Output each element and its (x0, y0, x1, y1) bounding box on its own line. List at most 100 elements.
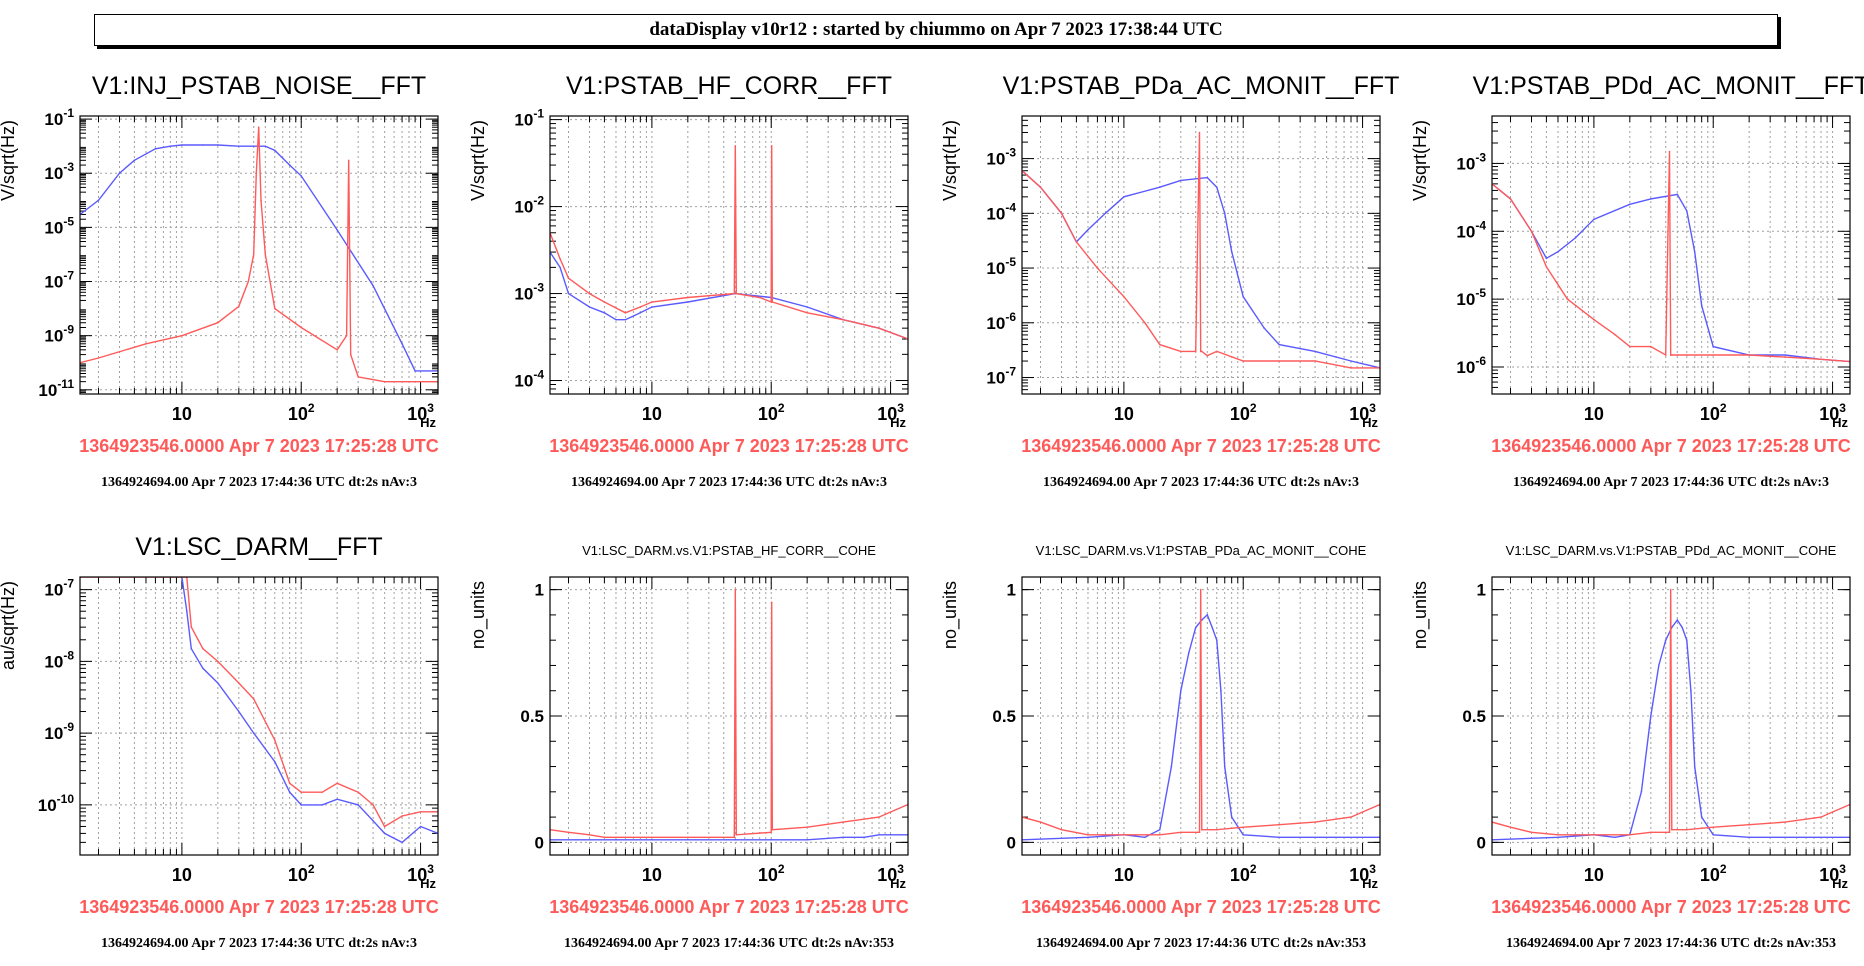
series-point-current (1593, 218, 1595, 221)
plot-frame (1491, 115, 1851, 395)
series-point-reference (1314, 360, 1316, 362)
series-line-reference (550, 145, 908, 340)
series-point-reference (733, 292, 736, 295)
series-point-current (336, 229, 339, 231)
series-point-reference (383, 380, 386, 383)
current-time: 1364924694.00 Apr 7 2023 17:44:36 UTC dt… (101, 475, 417, 490)
series-point-current (1629, 203, 1631, 206)
series-point-reference (288, 782, 291, 785)
plot-panel-4: V1:LSC_DARM__FFT 10-7 10-8 10-9 10-10 10 102 10… (0, 533, 439, 951)
y-tick-label: 0.5 (520, 707, 544, 726)
series-point-current (1681, 626, 1683, 629)
series-point-current (1230, 250, 1233, 253)
series-point-reference (770, 301, 772, 303)
series-point-reference (1039, 186, 1042, 188)
reference-time: 1364923546.0000 Apr 7 2023 17:25:28 UTC (1021, 436, 1381, 456)
x-tick-label: 102 (758, 862, 785, 885)
x-ticks (97, 577, 422, 855)
series-point-current (567, 292, 570, 295)
series-point-current (559, 266, 561, 269)
y-tick-label: 10-2 (514, 194, 544, 217)
series-point-current (202, 144, 204, 146)
series-point-current (1686, 639, 1688, 641)
y-axis-label: V/sqrt(Hz) (940, 120, 960, 201)
series-point-reference (842, 318, 844, 321)
reference-time: 1364923546.0000 Apr 7 2023 17:25:28 UTC (549, 436, 909, 456)
series-point-reference (336, 349, 339, 351)
series-point-reference (806, 312, 808, 314)
series-point-reference (1216, 350, 1218, 353)
series-point-reference (1075, 241, 1078, 243)
series-point-reference (1650, 831, 1652, 834)
x-ticks (1509, 577, 1834, 855)
series-point-current (1545, 257, 1548, 260)
y-tick-label: 0.5 (992, 707, 1016, 726)
series-point-current (252, 145, 255, 147)
series-point-current (300, 804, 303, 806)
reference-time: 1364923546.0000 Apr 7 2023 17:25:28 UTC (549, 897, 909, 917)
x-axis-label: Hz (890, 415, 906, 430)
series-point-reference (1686, 828, 1688, 831)
series-point-reference (345, 334, 348, 337)
series-point-current (1314, 350, 1316, 353)
series-point-current (842, 836, 844, 839)
reference-time: 1364923546.0000 Apr 7 2023 17:25:28 UTC (1491, 897, 1851, 917)
series-point-reference (274, 307, 276, 310)
plot-title: V1:LSC_DARM__FFT (135, 533, 382, 561)
x-ticks (567, 577, 892, 855)
series-point-current (238, 710, 240, 713)
x-tick-label: 10 (1114, 865, 1134, 885)
x-tick-label: 103 (1819, 862, 1846, 885)
series-point-current (588, 306, 591, 308)
series-point-reference (1820, 358, 1822, 361)
plot-frame (1021, 115, 1381, 395)
series-point-reference (401, 815, 403, 817)
series-line-current (550, 251, 908, 340)
series-point-reference (383, 825, 386, 828)
series-point-reference (190, 626, 193, 628)
grid (1022, 577, 1380, 855)
series-point-current (169, 145, 172, 147)
y-tick-label: 1 (1477, 581, 1486, 600)
series-point-reference (264, 253, 267, 256)
series-point-current (181, 144, 183, 146)
series-point-reference (202, 647, 204, 650)
x-tick-label: 10 (1584, 865, 1604, 885)
series-point-current (1216, 639, 1218, 641)
series-point-current (651, 306, 653, 308)
series-point-current (1144, 836, 1146, 839)
series-point-reference (1060, 212, 1063, 215)
series-point-current (1784, 354, 1786, 356)
series-point-current (321, 804, 324, 806)
series-point-reference (878, 816, 880, 818)
series-point-reference (734, 588, 737, 591)
series-point-reference (1614, 333, 1616, 336)
series-point-current (1180, 179, 1182, 182)
series-point-current (603, 312, 606, 314)
x-tick-label: 102 (758, 401, 785, 424)
x-tick-label: 102 (1230, 862, 1257, 885)
x-ticks (1509, 116, 1834, 394)
series-point-current (264, 145, 267, 147)
current-time: 1364924694.00 Apr 7 2023 17:44:36 UTC dt… (1043, 475, 1359, 490)
plot-frame (1491, 576, 1851, 856)
grid (80, 577, 438, 855)
series-point-reference (588, 834, 591, 836)
series-point-reference (1159, 343, 1161, 346)
series-point-reference (1629, 834, 1631, 836)
series-point-reference (1593, 318, 1595, 321)
series-point-reference (1784, 821, 1786, 823)
series-point-reference (1180, 350, 1182, 353)
series-point-current (1693, 765, 1696, 768)
plot-frame (549, 576, 909, 856)
series-point-current (1087, 229, 1089, 231)
series-point-reference (735, 292, 738, 295)
x-tick-label: 103 (877, 401, 904, 424)
current-time: 1364924694.00 Apr 7 2023 17:44:36 UTC dt… (101, 936, 417, 951)
series-point-reference (1820, 816, 1822, 818)
series-point-reference (357, 791, 360, 793)
series-point-reference (567, 831, 570, 834)
series-point-current (1650, 715, 1652, 717)
y-tick-label: 1 (535, 581, 544, 600)
series-point-reference (1194, 350, 1197, 353)
